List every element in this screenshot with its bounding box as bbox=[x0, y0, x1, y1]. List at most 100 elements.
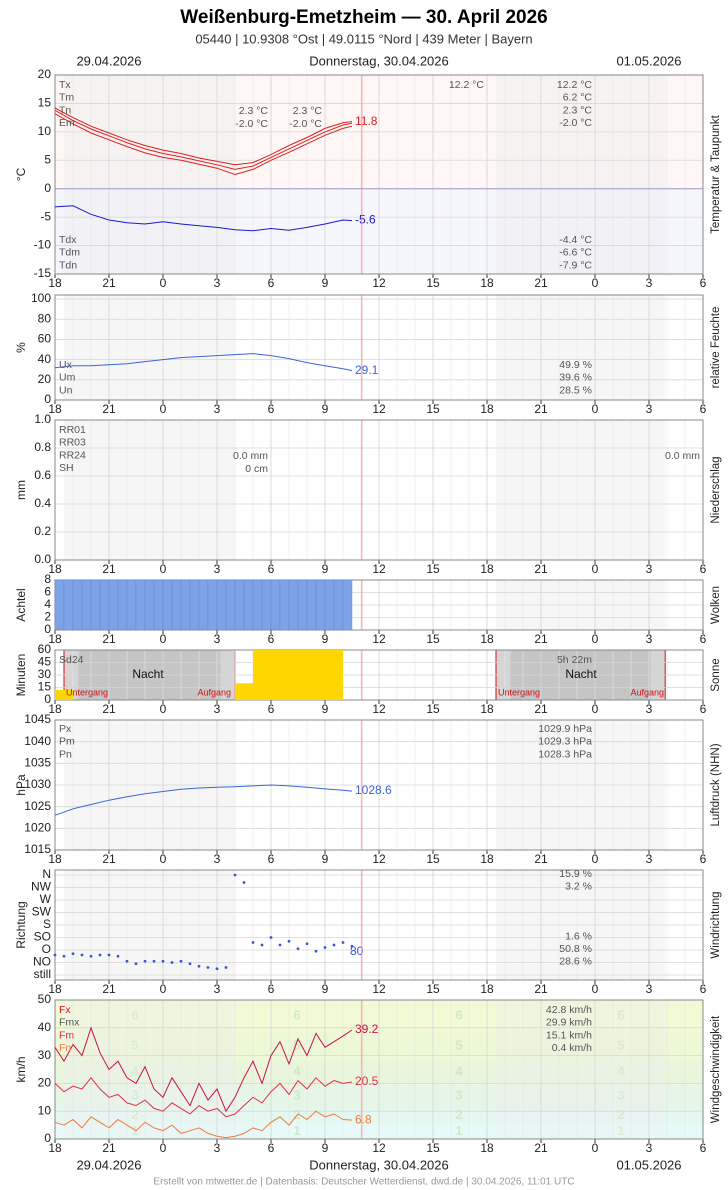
bar bbox=[325, 650, 343, 700]
y-tick-label: 0 bbox=[44, 692, 51, 706]
x-tick-label: 12 bbox=[372, 982, 386, 996]
y-tick-label: 0 bbox=[44, 622, 51, 636]
x-tick-label: 3 bbox=[646, 1141, 653, 1155]
stat-label: Um bbox=[59, 372, 76, 384]
y-tick-label: 1040 bbox=[24, 734, 51, 748]
x-tick-label: 0 bbox=[592, 632, 599, 646]
stat-value: 49.9 % bbox=[559, 359, 592, 371]
annotation: 5h 22m bbox=[557, 654, 592, 666]
y-tick-label: 20 bbox=[38, 67, 52, 81]
x-tick-label: 21 bbox=[102, 982, 116, 996]
x-tick-label: 9 bbox=[322, 632, 329, 646]
y-tick-label: 20 bbox=[38, 372, 52, 386]
x-tick-label: 18 bbox=[480, 852, 494, 866]
x-tick-label: 12 bbox=[372, 1141, 386, 1155]
point bbox=[251, 941, 255, 944]
y-tick-label: NO bbox=[33, 955, 51, 969]
point bbox=[350, 944, 354, 948]
y-tick-label: -5 bbox=[40, 209, 51, 223]
title: Weißenburg-Emetzheim — 30. April 2026 bbox=[180, 7, 547, 28]
x-tick-label: 6 bbox=[268, 562, 275, 576]
y-tick-label: 1020 bbox=[24, 821, 51, 835]
x-tick-label: 21 bbox=[534, 1141, 548, 1155]
night-shade bbox=[496, 1000, 666, 1139]
x-tick-label: 12 bbox=[372, 632, 386, 646]
annotation: 2.3 °C bbox=[239, 105, 269, 117]
x-tick-label: 9 bbox=[322, 702, 329, 716]
stat-value: 2.3 °C bbox=[563, 104, 593, 116]
bar bbox=[162, 579, 173, 631]
beaufort-label: 3 bbox=[293, 1087, 300, 1102]
y-tick-label: SW bbox=[32, 905, 52, 919]
annotation: 12.2 °C bbox=[449, 79, 485, 91]
y-tick-label: 0 bbox=[44, 392, 51, 406]
night-shade bbox=[496, 295, 666, 400]
x-tick-label: 21 bbox=[102, 562, 116, 576]
beaufort-label: 4 bbox=[131, 1064, 139, 1079]
plot-frame bbox=[54, 999, 704, 1140]
stat-label: Fn bbox=[59, 1042, 71, 1054]
beaufort-label: 4 bbox=[455, 1064, 463, 1079]
point bbox=[269, 936, 273, 939]
point bbox=[125, 959, 129, 963]
annotation: 0 cm bbox=[245, 463, 268, 475]
beaufort-label: 5 bbox=[293, 1037, 300, 1052]
x-tick-label: 15 bbox=[426, 982, 440, 996]
x-tick-label: 6 bbox=[268, 852, 275, 866]
x-tick-label: 3 bbox=[214, 632, 221, 646]
y-tick-label: 100 bbox=[31, 291, 51, 305]
date-center: Donnerstag, 30.04.2026 bbox=[309, 1157, 449, 1172]
x-tick-label: 18 bbox=[48, 276, 62, 290]
x-tick-label: 12 bbox=[372, 852, 386, 866]
bar bbox=[315, 579, 326, 631]
stat-value: 28.5 % bbox=[559, 384, 592, 396]
y-tick-label: NW bbox=[31, 880, 52, 894]
annotation: Sd24 bbox=[59, 654, 84, 666]
x-tick-label: 6 bbox=[700, 982, 707, 996]
bar bbox=[144, 579, 155, 631]
bar bbox=[63, 579, 74, 631]
beaufort-label: 6 bbox=[293, 1007, 300, 1022]
night-shade bbox=[64, 420, 235, 560]
y-tick-label: 30 bbox=[38, 1048, 52, 1062]
stat-label: SH bbox=[59, 462, 74, 474]
annotation: 80 bbox=[350, 944, 364, 958]
x-tick-label: 18 bbox=[48, 852, 62, 866]
x-tick-label: 3 bbox=[646, 402, 653, 416]
x-tick-label: 15 bbox=[426, 402, 440, 416]
x-tick-label: 18 bbox=[48, 632, 62, 646]
point bbox=[296, 947, 300, 951]
annotation: Untergang bbox=[498, 687, 540, 697]
x-tick-label: 18 bbox=[480, 276, 494, 290]
point bbox=[314, 949, 318, 953]
stat-label: Ux bbox=[59, 359, 73, 371]
stat-value: 1029.9 hPa bbox=[538, 723, 592, 735]
y-tick-label: N bbox=[42, 867, 51, 881]
stat-value: -4.4 °C bbox=[559, 234, 592, 246]
plot-frame bbox=[54, 719, 704, 851]
x-tick-label: 18 bbox=[48, 982, 62, 996]
stat-label: Un bbox=[59, 384, 73, 396]
subtitle: 05440 | 10.9308 °Ost | 49.0115 °Nord | 4… bbox=[195, 31, 532, 46]
night-shade bbox=[64, 1000, 235, 1139]
y-tick-label: 1030 bbox=[24, 777, 51, 791]
panel: 1 1 1 12 2 2 23 3 3 34 4 4 45 5 5 56 6 6 618 21 0 3 6 9 12 15 18 21… bbox=[14, 992, 722, 1155]
series-line bbox=[54, 353, 353, 372]
end-label: 20.5 bbox=[355, 1074, 379, 1088]
point bbox=[80, 953, 84, 957]
date-left: 29.04.2026 bbox=[76, 53, 141, 68]
x-tick-label: 21 bbox=[534, 276, 548, 290]
side-label: Temperatur & Taupunkt bbox=[710, 114, 722, 233]
beaufort-label: 5 bbox=[131, 1037, 138, 1052]
bar bbox=[72, 579, 83, 631]
plot-frame bbox=[54, 74, 704, 275]
x-tick-label: 21 bbox=[534, 702, 548, 716]
point bbox=[134, 962, 138, 966]
y-tick-label: 0 bbox=[44, 1131, 51, 1145]
x-tick-label: 6 bbox=[700, 402, 707, 416]
stat-value: -2.0 °C bbox=[559, 117, 592, 129]
x-tick-label: 3 bbox=[646, 276, 653, 290]
bar bbox=[153, 579, 164, 631]
